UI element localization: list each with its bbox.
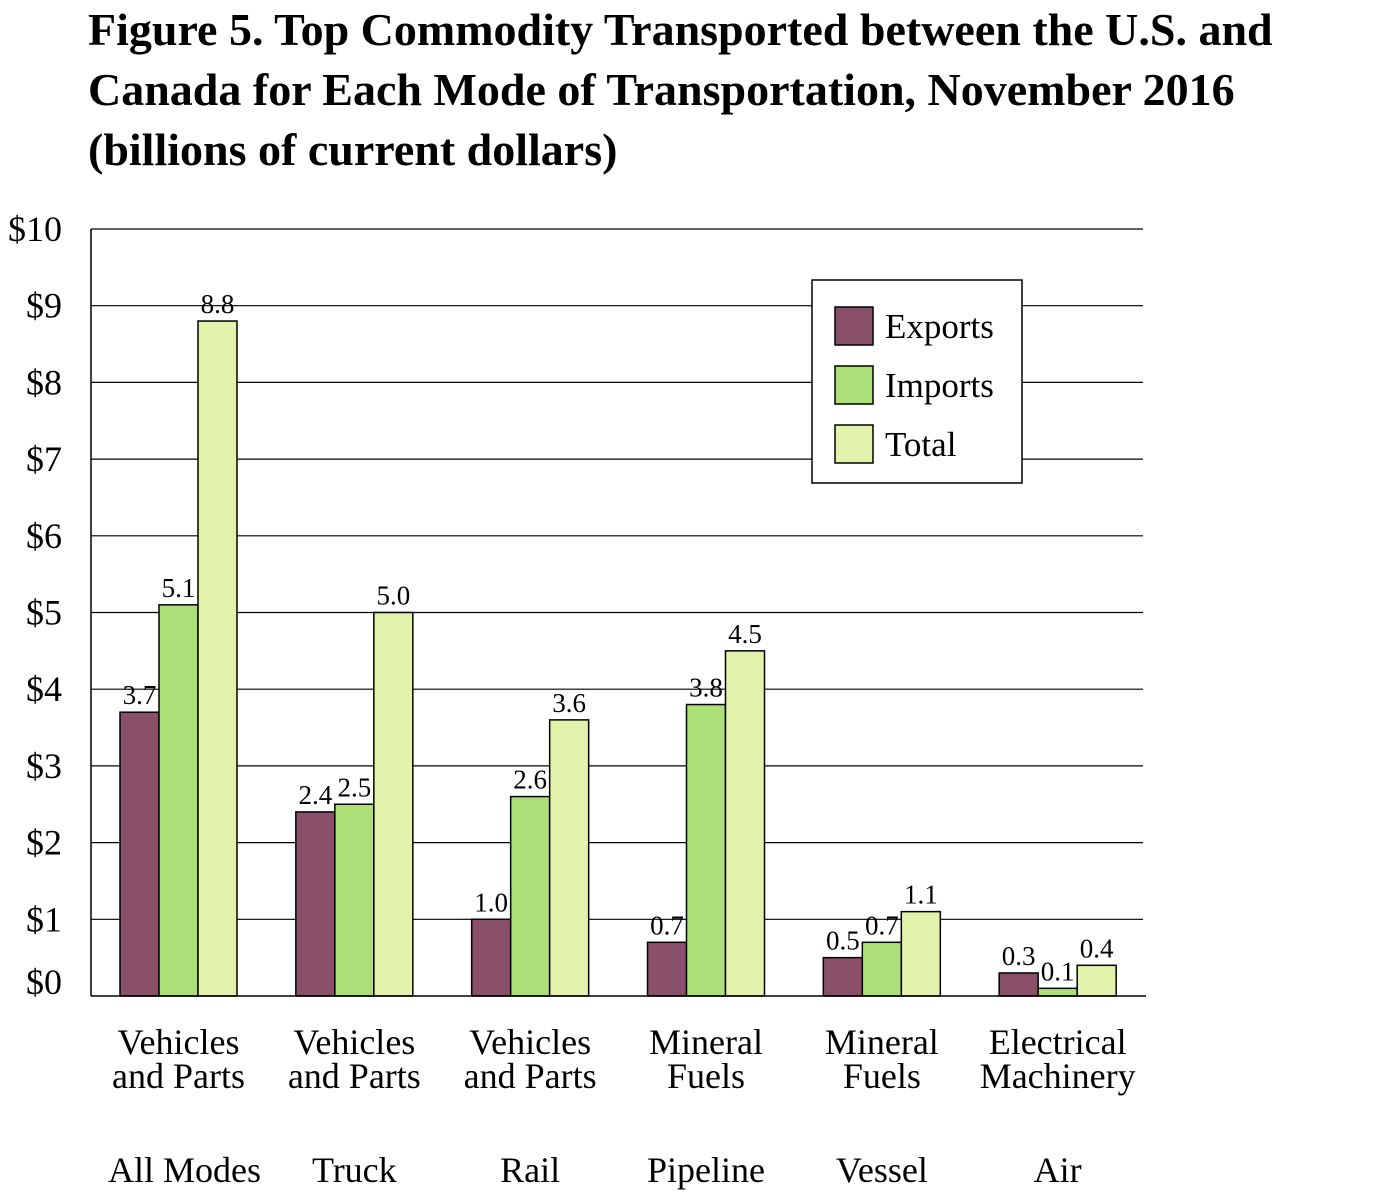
legend-swatch-total xyxy=(834,424,874,464)
y-tick-label-10: $10 xyxy=(8,209,62,249)
data-label-exports-vessel: 0.5 xyxy=(826,926,860,956)
mode-label-rail: Rail xyxy=(500,1150,560,1190)
category-label-truck-line2: and Parts xyxy=(288,1056,421,1096)
data-label-imports-air: 0.1 xyxy=(1041,956,1075,986)
y-axis-ticks: $0 $1 $2 $3 $4 $5 $6 $7 $8 $9 $10 xyxy=(8,209,62,1002)
category-label-vessel-line2: Fuels xyxy=(843,1056,921,1096)
data-label-total-pipeline: 4.5 xyxy=(728,619,762,649)
category-label-all-modes-line1: Vehicles xyxy=(118,1022,240,1062)
bar-total-air xyxy=(1076,964,1117,997)
mode-label-vessel: Vessel xyxy=(836,1150,928,1190)
y-tick-label-4: $4 xyxy=(26,669,62,709)
y-tick-label-1: $1 xyxy=(26,899,62,939)
category-label-pipeline-line1: Mineral xyxy=(649,1022,763,1062)
data-label-total-truck: 5.0 xyxy=(376,581,410,611)
legend-swatch-exports xyxy=(834,306,874,346)
category-label-rail-line1: Vehicles xyxy=(469,1022,591,1062)
bar-exports-pipeline xyxy=(646,941,688,997)
data-label-total-all-modes: 8.8 xyxy=(201,289,235,319)
data-label-exports-all-modes: 3.7 xyxy=(123,680,157,710)
data-label-total-rail: 3.6 xyxy=(552,688,586,718)
y-tick-label-2: $2 xyxy=(26,823,62,863)
bar-total-truck xyxy=(373,611,414,997)
bar-imports-vessel xyxy=(861,941,903,997)
data-label-imports-vessel: 0.7 xyxy=(865,910,899,940)
data-label-imports-rail: 2.6 xyxy=(513,765,547,795)
bar-imports-all-modes xyxy=(158,604,199,997)
bar-total-vessel xyxy=(900,910,942,997)
bar-imports-air xyxy=(1037,987,1078,997)
bar-imports-rail xyxy=(509,795,551,997)
bar-total-rail xyxy=(548,719,590,997)
legend-label-imports: Imports xyxy=(885,366,994,405)
legend-label-total: Total xyxy=(885,425,957,464)
data-label-total-vessel: 1.1 xyxy=(904,880,938,910)
bar-total-all-modes xyxy=(197,320,238,997)
data-label-exports-truck: 2.4 xyxy=(298,780,332,810)
data-label-imports-all-modes: 5.1 xyxy=(162,573,196,603)
data-labels: 3.75.18.82.4 2.55.01.02.63.60.73.84.50.50… xyxy=(123,289,1114,986)
data-label-exports-pipeline: 0.7 xyxy=(650,910,684,940)
bar-exports-vessel xyxy=(822,956,864,997)
data-label-exports-air: 0.3 xyxy=(1002,941,1036,971)
y-tick-label-3: $3 xyxy=(26,746,62,786)
y-tick-label-8: $8 xyxy=(26,362,62,402)
category-label-air-line2: Machinery xyxy=(980,1056,1136,1096)
data-label-total-air: 0.4 xyxy=(1080,933,1114,963)
chart-title: Figure 5. Top Commodity Transported betw… xyxy=(88,4,1273,175)
y-tick-label-0: $0 xyxy=(26,962,62,1002)
category-label-vessel-line1: Mineral xyxy=(825,1022,939,1062)
data-label-imports-pipeline: 3.8 xyxy=(689,673,723,703)
mode-label-pipeline: Pipeline xyxy=(647,1150,765,1190)
mode-label-all-modes: All Modes xyxy=(108,1150,261,1190)
bar-total-pipeline xyxy=(724,650,766,997)
legend-swatch-imports xyxy=(834,365,874,405)
bar-imports-truck xyxy=(334,803,375,997)
bar-exports-truck xyxy=(295,811,336,997)
bar-imports-pipeline xyxy=(685,703,727,997)
category-label-air-line1: Electrical xyxy=(989,1022,1127,1062)
category-label-pipeline-line2: Fuels xyxy=(667,1056,745,1096)
data-label-exports-rail: 1.0 xyxy=(474,887,508,917)
mode-label-air: Air xyxy=(1034,1150,1082,1190)
y-tick-label-7: $7 xyxy=(26,439,62,479)
legend: Exports Imports Total xyxy=(811,279,1023,484)
category-label-all-modes-line2: and Parts xyxy=(112,1056,245,1096)
mode-label-truck: Truck xyxy=(312,1150,397,1190)
y-tick-label-9: $9 xyxy=(26,286,62,326)
category-label-truck-line1: Vehicles xyxy=(293,1022,415,1062)
bar-exports-all-modes xyxy=(119,711,160,997)
gridlines xyxy=(91,228,1143,920)
axes xyxy=(90,229,1146,997)
data-label-imports-truck: 2.5 xyxy=(337,772,371,802)
y-tick-label-6: $6 xyxy=(26,516,62,556)
bar-exports-air xyxy=(998,972,1039,997)
y-tick-label-5: $5 xyxy=(26,593,62,633)
bar-exports-rail xyxy=(470,918,512,997)
legend-label-exports: Exports xyxy=(885,307,994,346)
category-label-rail-line2: and Parts xyxy=(464,1056,597,1096)
